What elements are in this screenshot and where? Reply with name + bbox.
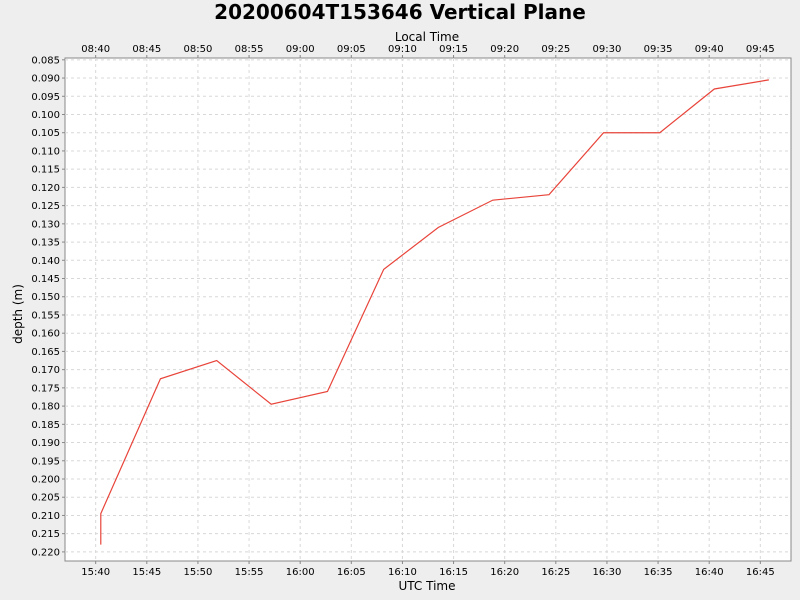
x2-tick-label: 09:40 (695, 44, 724, 55)
x2-tick-label: 09:35 (644, 44, 673, 55)
x-tick-label: 16:30 (593, 567, 622, 578)
y-tick-label: 0.200 (31, 474, 60, 485)
x-tick-label: 15:50 (184, 567, 213, 578)
data-point (548, 193, 551, 196)
data-point (602, 131, 605, 134)
chart-title: 20200604T153646 Vertical Plane (214, 0, 586, 24)
y-tick-label: 0.150 (31, 292, 60, 303)
x2-tick-label: 09:00 (286, 44, 315, 55)
data-point (99, 512, 102, 515)
y-tick-label: 0.160 (31, 329, 60, 340)
x-tick-label: 16:10 (388, 567, 417, 578)
y-tick-label: 0.135 (31, 238, 60, 249)
x2-tick-label: 09:30 (593, 44, 622, 55)
series-group (99, 78, 770, 546)
y-tick-label: 0.180 (31, 402, 60, 413)
x-tick-label: 16:35 (644, 567, 673, 578)
data-point (270, 403, 273, 406)
y-tick-label: 0.100 (31, 110, 60, 121)
x2-tick-label: 08:55 (235, 44, 264, 55)
data-point (491, 199, 494, 202)
y-tick-label: 0.105 (31, 128, 60, 139)
y-tick-label: 0.130 (31, 219, 60, 230)
data-point (215, 359, 218, 362)
x-tick-label: 16:45 (746, 567, 775, 578)
grid (65, 58, 791, 561)
y-tick-label: 0.195 (31, 456, 60, 467)
x-tick-label: 16:05 (337, 567, 366, 578)
x2-tick-label: 08:40 (81, 44, 110, 55)
x2-tick-label: 09:10 (388, 44, 417, 55)
x-tick-label: 16:15 (439, 567, 468, 578)
x2-tick-label: 09:05 (337, 44, 366, 55)
y-tick-label: 0.140 (31, 256, 60, 267)
y-tick-label: 0.155 (31, 310, 60, 321)
y-tick-label: 0.115 (31, 165, 60, 176)
x-tick-label: 15:45 (132, 567, 161, 578)
data-point (658, 131, 661, 134)
plot-area (64, 57, 792, 562)
y-tick-label: 0.190 (31, 438, 60, 449)
y-tick-label: 0.165 (31, 347, 60, 358)
x-tick-label: 16:25 (541, 567, 570, 578)
x2-axis-title: Local Time (395, 30, 459, 44)
x-tick-label: 16:00 (286, 567, 315, 578)
x2-tick-label: 08:50 (184, 44, 213, 55)
y-tick-label: 0.185 (31, 420, 60, 431)
data-point (382, 268, 385, 271)
y-axis-title: depth (m) (11, 284, 25, 344)
y-tick-label: 0.175 (31, 383, 60, 394)
x-tick-label: 15:55 (235, 567, 264, 578)
y-tick-label: 0.110 (31, 146, 60, 157)
axis-ticks: 0.085 0.090 0.095 0.100 0.105 0.110 0.115 0.120… (31, 44, 774, 578)
x2-tick-label: 09:45 (746, 44, 775, 55)
data-point (713, 87, 716, 90)
data-point (326, 390, 329, 393)
x-tick-label: 15:40 (81, 567, 110, 578)
x2-tick-label: 09:25 (541, 44, 570, 55)
x-tick-label: 16:40 (695, 567, 724, 578)
data-point (99, 543, 102, 546)
x2-tick-label: 09:15 (439, 44, 468, 55)
y-tick-label: 0.095 (31, 92, 60, 103)
x2-tick-label: 09:20 (490, 44, 519, 55)
y-tick-label: 0.120 (31, 183, 60, 194)
x-tick-label: 16:20 (490, 567, 519, 578)
data-point (767, 78, 770, 81)
y-tick-label: 0.145 (31, 274, 60, 285)
data-point (159, 377, 162, 380)
series-line (100, 79, 769, 545)
y-tick-label: 0.220 (31, 547, 60, 558)
y-tick-label: 0.085 (31, 55, 60, 66)
y-tick-label: 0.125 (31, 201, 60, 212)
y-tick-label: 0.205 (31, 493, 60, 504)
x-axis-title: UTC Time (399, 579, 456, 593)
y-tick-label: 0.090 (31, 74, 60, 85)
y-tick-label: 0.210 (31, 511, 60, 522)
y-tick-label: 0.170 (31, 365, 60, 376)
data-point (437, 226, 440, 229)
x2-tick-label: 08:45 (132, 44, 161, 55)
y-tick-label: 0.215 (31, 529, 60, 540)
